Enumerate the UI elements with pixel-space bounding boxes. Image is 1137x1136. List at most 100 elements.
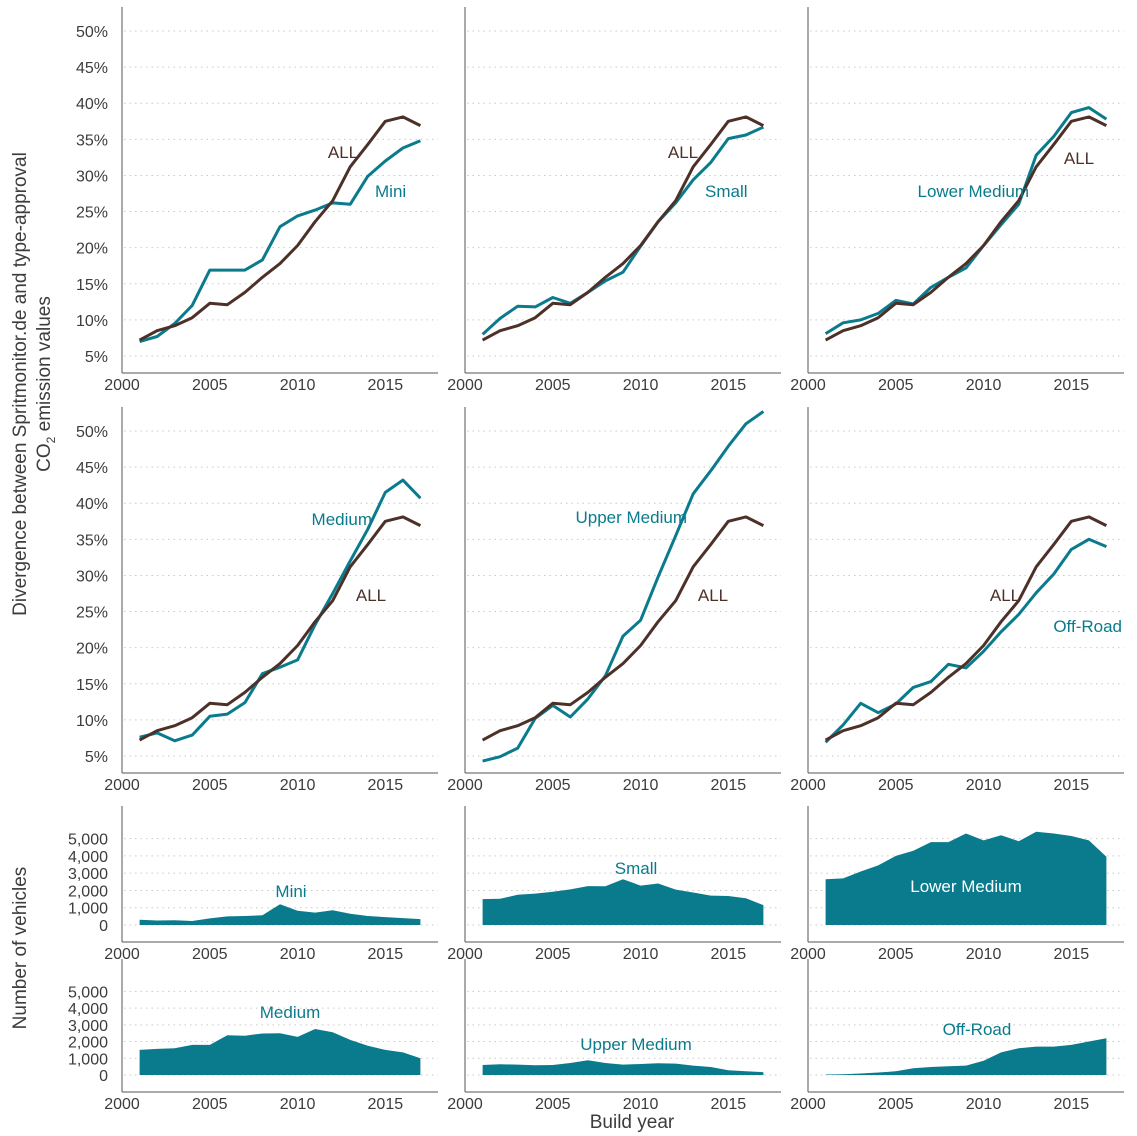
x-tick-label: 2010 [966, 946, 1002, 963]
x-tick-label: 2000 [447, 777, 483, 794]
x-tick-label: 2000 [104, 946, 140, 963]
x-tick-label: 2005 [535, 946, 571, 963]
x-tick-label: 2010 [623, 377, 659, 394]
area-label-lower-medium: Lower Medium [910, 877, 1022, 896]
series-label-all: ALL [990, 586, 1020, 605]
y-tick-label: 35% [76, 132, 108, 149]
series-label-medium: Medium [312, 510, 372, 529]
x-tick-label: 2005 [878, 946, 914, 963]
divergence-y-axis-title: Divergence between Spritmonitor.de and t… [10, 152, 58, 616]
series-label-all: ALL [356, 586, 386, 605]
x-tick-label: 2015 [368, 1096, 404, 1113]
y-tick-label: 1,000 [68, 1051, 108, 1068]
series-label-all: ALL [328, 143, 358, 162]
x-tick-label: 2010 [623, 1096, 659, 1113]
series-label-lower-medium: Lower Medium [918, 182, 1030, 201]
x-tick-label: 2010 [280, 1096, 316, 1113]
series-line-all [481, 115, 765, 342]
x-tick-label: 2005 [878, 377, 914, 394]
y-tick-label: 4,000 [68, 849, 108, 866]
area-mini [139, 904, 421, 925]
x-tick-label: 2000 [790, 377, 826, 394]
x-tick-label: 2015 [711, 777, 747, 794]
area-label-medium: Medium [260, 1003, 320, 1022]
y-tick-label: 3,000 [68, 1018, 108, 1035]
y-tick-label: 5% [85, 749, 108, 766]
area-label-small: Small [615, 859, 658, 878]
series-label-all: ALL [668, 143, 698, 162]
x-tick-label: 2000 [790, 777, 826, 794]
x-tick-label: 2005 [192, 777, 228, 794]
x-tick-label: 2005 [192, 946, 228, 963]
x-tick-label: 2015 [711, 377, 747, 394]
x-tick-label: 2005 [192, 1096, 228, 1113]
x-tick-label: 2015 [368, 946, 404, 963]
x-tick-label: 2005 [878, 1096, 914, 1113]
x-tick-label: 2005 [535, 1096, 571, 1113]
ylabel-subscript: 2 [44, 436, 58, 443]
y-tick-label: 40% [76, 96, 108, 113]
x-tick-label: 2000 [104, 777, 140, 794]
x-tick-label: 2005 [535, 377, 571, 394]
series-line-lower-medium [824, 106, 1108, 335]
area-label-mini: Mini [275, 882, 306, 901]
series-label-small: Small [705, 182, 748, 201]
x-tick-label: 2010 [280, 946, 316, 963]
x-tick-label: 2010 [280, 777, 316, 794]
y-tick-label: 15% [76, 677, 108, 694]
y-tick-label: 4,000 [68, 1001, 108, 1018]
y-tick-label: 35% [76, 532, 108, 549]
y-tick-label: 25% [76, 605, 108, 622]
x-tick-label: 2000 [104, 1096, 140, 1113]
area-upper-medium [482, 1060, 764, 1075]
x-tick-label: 2010 [280, 377, 316, 394]
x-tick-label: 2015 [1054, 1096, 1090, 1113]
y-tick-label: 45% [76, 460, 108, 477]
x-tick-label: 2015 [711, 1096, 747, 1113]
x-tick-label: 2010 [966, 777, 1002, 794]
x-tick-label: 2000 [790, 946, 826, 963]
y-tick-label: 3,000 [68, 866, 108, 883]
y-tick-label: 2,000 [68, 1035, 108, 1052]
series-line-off-road [824, 537, 1107, 744]
x-tick-label: 2010 [623, 946, 659, 963]
area-small [482, 879, 764, 925]
y-tick-label: 30% [76, 168, 108, 185]
y-tick-label: 20% [76, 641, 108, 658]
x-tick-label: 2000 [447, 946, 483, 963]
y-tick-label: 2,000 [68, 883, 108, 900]
x-tick-label: 2000 [447, 1096, 483, 1113]
y-tick-label: 1,000 [68, 901, 108, 918]
x-tick-label: 2015 [368, 377, 404, 394]
x-tick-label: 2005 [192, 377, 228, 394]
x-tick-label: 2000 [790, 1096, 826, 1113]
series-label-upper-medium: Upper Medium [576, 508, 688, 527]
series-line-all [824, 515, 1108, 742]
y-tick-label: 0 [99, 918, 108, 935]
y-tick-label: 30% [76, 568, 108, 585]
x-tick-label: 2015 [1054, 377, 1090, 394]
series-label-off-road: Off-Road [1053, 617, 1122, 636]
y-tick-label: 5,000 [68, 832, 108, 849]
x-tick-label: 2005 [878, 777, 914, 794]
y-tick-label: 25% [76, 205, 108, 222]
y-tick-label: 50% [76, 24, 108, 41]
area-off-road [825, 1038, 1107, 1075]
x-tick-label: 2015 [1054, 777, 1090, 794]
series-label-mini: Mini [375, 182, 406, 201]
x-axis-title: Build year [590, 1112, 675, 1133]
series-line-all [481, 515, 765, 742]
x-tick-label: 2010 [623, 777, 659, 794]
divergence-y-axis-title-line1: Divergence between Spritmonitor.de and t… [10, 152, 31, 616]
series-line-medium [139, 478, 422, 743]
y-tick-label: 45% [76, 60, 108, 77]
y-tick-label: 40% [76, 496, 108, 513]
vehicles-y-axis-title: Number of vehicles [10, 867, 31, 1030]
x-tick-label: 2015 [368, 777, 404, 794]
x-tick-label: 2000 [447, 377, 483, 394]
x-tick-label: 2010 [966, 1096, 1002, 1113]
y-tick-label: 50% [76, 424, 108, 441]
x-tick-label: 2015 [1054, 946, 1090, 963]
divergence-y-axis-title-line2: CO2 emission values [34, 296, 58, 472]
